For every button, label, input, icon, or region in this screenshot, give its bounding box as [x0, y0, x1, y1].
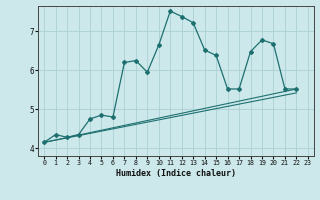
X-axis label: Humidex (Indice chaleur): Humidex (Indice chaleur) [116, 169, 236, 178]
